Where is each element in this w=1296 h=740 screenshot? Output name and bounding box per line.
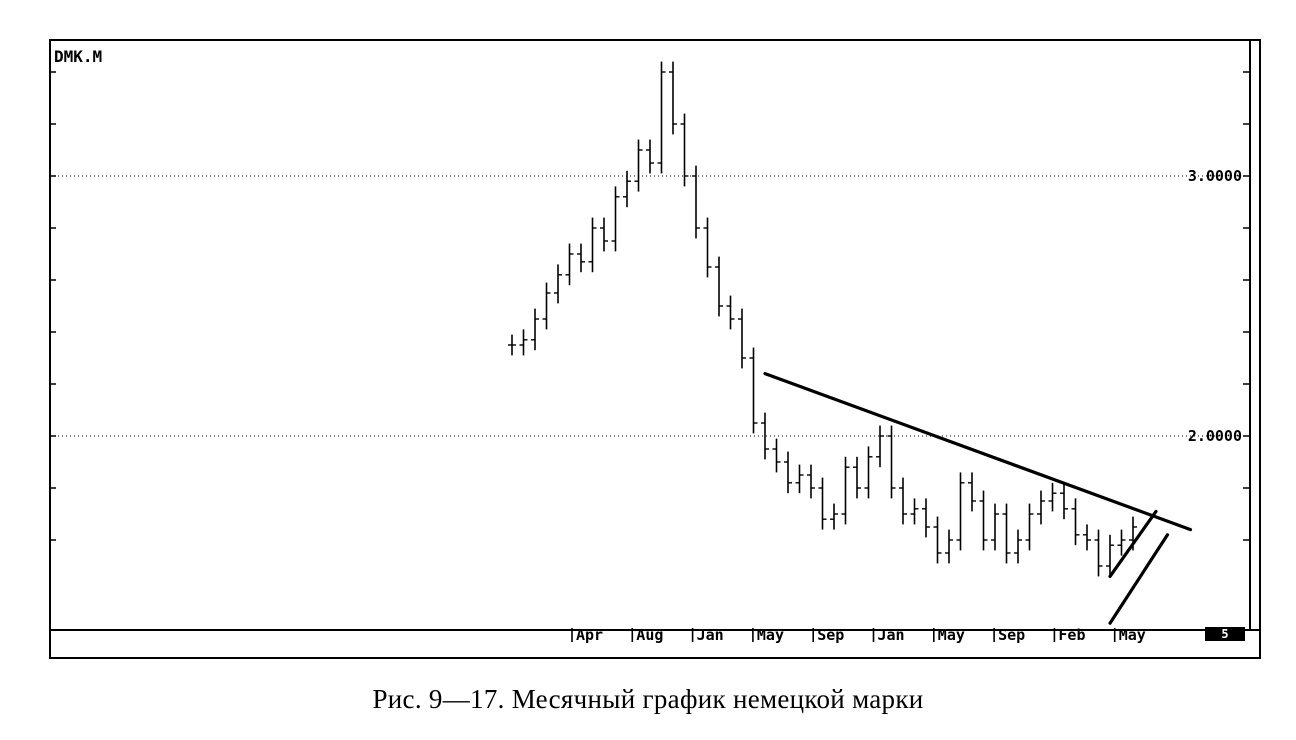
price-bar (577, 243, 585, 273)
price-bar (807, 464, 815, 499)
price-bar (956, 472, 965, 551)
price-bar (1083, 524, 1091, 551)
month-label: Jan (878, 626, 905, 644)
price-bar (588, 217, 597, 273)
price-label: 2.0000 (1188, 427, 1242, 445)
month-label: Aug (636, 626, 663, 644)
price-bar (1025, 503, 1034, 551)
trendline-channel-upper (1108, 509, 1158, 579)
price-bar (1002, 503, 1011, 564)
price-bar (692, 165, 700, 239)
price-bar (726, 295, 735, 330)
price-bar (703, 217, 712, 278)
price-bar (853, 456, 861, 499)
price-bar (830, 503, 838, 530)
price-bar (542, 282, 551, 330)
price-bar (508, 334, 516, 356)
month-label: May (1119, 626, 1146, 644)
price-bar (634, 139, 643, 192)
month-label: Sep (817, 626, 844, 644)
corner-label: 5 (1221, 627, 1228, 641)
price-bar (611, 186, 620, 252)
price-bar (1037, 490, 1045, 525)
price-bar (519, 329, 528, 356)
price-bar (646, 139, 654, 174)
price-bar (841, 456, 850, 525)
price-bar (1106, 534, 1114, 577)
price-bar (910, 498, 919, 525)
price-bar (554, 264, 562, 304)
price-bar (1071, 498, 1080, 546)
price-bar (887, 425, 896, 499)
price-bar (715, 256, 723, 317)
month-label: Sep (998, 626, 1025, 644)
price-bar (623, 170, 631, 208)
price-axis-ticks (50, 71, 1250, 541)
trendline-resistance (763, 372, 1193, 532)
month-label: Feb (1058, 626, 1085, 644)
ticker-label: DMK.M (54, 47, 102, 66)
price-label: 3.0000 (1188, 167, 1242, 185)
price-bar (1048, 482, 1057, 512)
price-bar (761, 412, 769, 460)
month-label: May (938, 626, 965, 644)
price-bar (784, 451, 792, 494)
trendlines (763, 372, 1193, 625)
price-bar (531, 308, 539, 351)
price-bars (508, 61, 1137, 577)
price-bar (738, 308, 746, 369)
price-bar (945, 529, 953, 564)
price-bar (657, 61, 666, 174)
month-label: Jan (697, 626, 724, 644)
price-bar (979, 490, 988, 551)
corner-box (1205, 627, 1245, 641)
price-bar (1060, 482, 1068, 520)
figure-caption: Рис. 9—17. Месячный график немецкой марк… (372, 684, 924, 714)
price-bar (922, 498, 930, 538)
price-bar (968, 472, 976, 512)
price-bar (565, 243, 574, 286)
price-bar (899, 477, 907, 525)
price-bar (1014, 529, 1022, 564)
price-bar (1094, 529, 1103, 577)
price-bar (669, 61, 677, 135)
price-bar (818, 477, 827, 530)
price-bar (600, 217, 608, 252)
month-label: Apr (576, 626, 603, 644)
grid-lines (50, 175, 1240, 437)
price-bar (991, 503, 999, 551)
month-label: May (757, 626, 784, 644)
price-bar (864, 446, 873, 499)
price-bar (933, 516, 942, 564)
price-bar (749, 347, 758, 434)
chart-frame (49, 39, 1261, 659)
month-axis-labels: Apr Aug Jan May Sep Jan May Sep Feb May (571, 626, 1146, 644)
price-bar (1117, 529, 1126, 556)
trendline-channel-lower (1108, 533, 1170, 625)
price-bar (680, 113, 689, 187)
price-bar (876, 425, 884, 468)
price-bar (795, 464, 804, 494)
price-bar (772, 438, 781, 473)
price-labels: 3.0000 2.0000 (1188, 167, 1242, 445)
